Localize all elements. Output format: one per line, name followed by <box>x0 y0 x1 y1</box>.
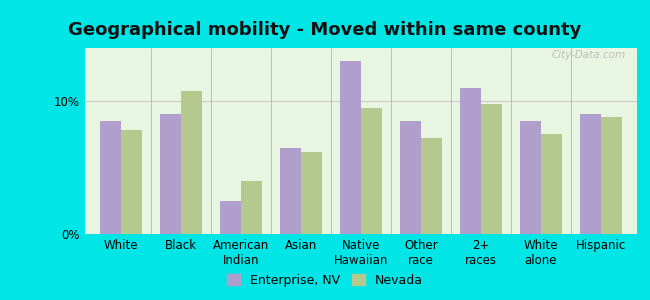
Bar <box>541 134 562 234</box>
Legend: Enterprise, NV, Nevada: Enterprise, NV, Nevada <box>224 270 426 291</box>
Bar <box>460 88 481 234</box>
Bar <box>520 121 541 234</box>
Bar <box>220 201 240 234</box>
Bar <box>181 91 202 234</box>
Bar <box>99 121 120 234</box>
Text: City-Data.com: City-Data.com <box>552 50 626 60</box>
Bar <box>280 148 301 234</box>
Bar <box>301 152 322 234</box>
Text: Geographical mobility - Moved within same county: Geographical mobility - Moved within sam… <box>68 21 582 39</box>
Bar <box>421 138 442 234</box>
Bar <box>340 61 361 234</box>
Bar <box>120 130 142 234</box>
Bar <box>240 181 262 234</box>
Bar <box>361 108 382 234</box>
Bar <box>400 121 421 234</box>
Bar <box>580 114 601 234</box>
Bar <box>601 117 622 234</box>
Bar <box>159 114 181 234</box>
Bar <box>481 104 502 234</box>
